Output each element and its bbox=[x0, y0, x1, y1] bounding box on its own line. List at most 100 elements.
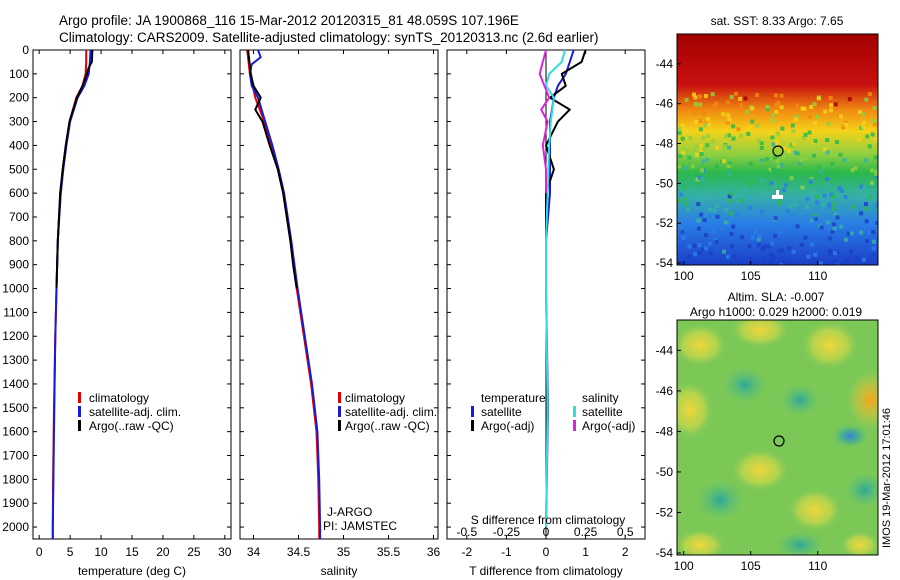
sst-pixel bbox=[857, 109, 862, 114]
legend-label-climatology: climatology bbox=[89, 391, 149, 405]
map-y-tick-label: -52 bbox=[656, 505, 674, 519]
sst-pixel bbox=[864, 202, 868, 207]
sst-pixel bbox=[688, 136, 693, 141]
sst-pixel bbox=[684, 202, 689, 207]
sst-pixel bbox=[781, 155, 786, 160]
sst-pixel bbox=[760, 217, 765, 222]
sst-pixel bbox=[817, 165, 821, 170]
sst-pixel bbox=[729, 231, 734, 236]
sst-pixel bbox=[695, 181, 700, 186]
map-x-tick-label: 105 bbox=[741, 269, 761, 283]
sst-pixel bbox=[731, 224, 736, 229]
legend-swatch-sal-satellite bbox=[573, 406, 576, 417]
legend-swatch-argo bbox=[338, 420, 341, 431]
sst-pixel bbox=[865, 134, 870, 139]
sst-pixel bbox=[694, 120, 699, 124]
sst-pixel bbox=[771, 168, 776, 173]
sst-pixel bbox=[791, 142, 796, 147]
sst-pixel bbox=[773, 216, 778, 221]
sst-pixel bbox=[769, 181, 774, 186]
sst-pixel bbox=[728, 199, 733, 204]
sst-pixel bbox=[823, 109, 828, 114]
sst-pixel bbox=[832, 226, 837, 231]
sst-pixel bbox=[762, 244, 767, 249]
depth-tick-label: 800 bbox=[9, 234, 29, 248]
sst-pixel bbox=[861, 125, 866, 130]
annotation-pi: PI: JAMSTEC bbox=[323, 519, 397, 533]
sst-pixel bbox=[795, 103, 800, 108]
sst-pixel bbox=[707, 122, 711, 127]
sst-pixel bbox=[872, 106, 877, 111]
sst-pixel bbox=[693, 252, 697, 257]
sst-pixel bbox=[698, 127, 703, 132]
sst-pixel bbox=[871, 246, 876, 251]
legend-swatch-satellite bbox=[78, 406, 81, 417]
depth-tick-label: 1900 bbox=[2, 496, 29, 510]
depth-tick-label: 200 bbox=[9, 91, 29, 105]
sst-pixel bbox=[771, 256, 776, 261]
sst-pixel bbox=[759, 141, 764, 145]
sst-pixel bbox=[869, 180, 874, 185]
sst-pixel bbox=[721, 249, 726, 254]
sst-pixel bbox=[875, 174, 878, 179]
sst-pixel bbox=[729, 191, 734, 196]
sst-pixel bbox=[693, 95, 698, 100]
sst-pixel bbox=[807, 130, 812, 135]
sst-pixel bbox=[750, 106, 755, 111]
legend-swatch-temp-satellite bbox=[471, 406, 474, 417]
sst-pixel bbox=[747, 182, 752, 187]
sst-pixel bbox=[808, 115, 813, 120]
x2-tick-label: -0.25 bbox=[493, 525, 521, 539]
sst-pixel bbox=[705, 133, 710, 138]
sst-pixel bbox=[700, 135, 705, 140]
sst-pixel bbox=[682, 184, 687, 189]
sst-pixel bbox=[699, 212, 704, 217]
sst-pixel bbox=[760, 246, 765, 251]
sst-pixel bbox=[775, 159, 780, 163]
difference-depth-ticks bbox=[447, 49, 645, 528]
sst-pixel bbox=[709, 251, 713, 256]
sst-pixel bbox=[694, 128, 699, 133]
sst-pixel bbox=[706, 154, 711, 159]
x-tick-label: 0 bbox=[36, 545, 43, 559]
temperature-x-axis: 0 5 10 15 20 25 30 bbox=[36, 50, 232, 559]
sst-pixel bbox=[837, 186, 842, 191]
sst-pixel bbox=[855, 256, 860, 260]
float-marker-base bbox=[772, 195, 783, 199]
sst-pixel bbox=[873, 155, 878, 160]
sst-pixel bbox=[725, 216, 730, 221]
sst-pixel bbox=[872, 122, 877, 127]
x-tick-label: 25 bbox=[187, 545, 201, 559]
sst-pixel bbox=[808, 179, 813, 184]
sst-pixel bbox=[806, 254, 811, 259]
sst-pixel bbox=[864, 97, 869, 102]
difference-legend: temperature salinity satellite Argo(-adj… bbox=[471, 391, 635, 433]
sst-pixel bbox=[815, 194, 819, 199]
sst-pixel bbox=[734, 91, 738, 96]
sst-pixel bbox=[858, 187, 863, 192]
map-y-tick-label: -52 bbox=[656, 216, 674, 230]
sst-pixel bbox=[816, 96, 821, 101]
sst-pixel bbox=[803, 156, 808, 160]
depth-tick-label: 1200 bbox=[2, 329, 29, 343]
sst-pixel bbox=[790, 123, 795, 128]
sst-pixel bbox=[809, 242, 814, 247]
sst-pixel bbox=[853, 166, 858, 171]
sst-pixel bbox=[779, 105, 784, 110]
depth-tick-label: 1800 bbox=[2, 472, 29, 486]
sst-pixel bbox=[760, 158, 765, 163]
sst-pixel bbox=[703, 94, 708, 98]
sst-pixel bbox=[692, 92, 696, 97]
sla-map-subtitle: Argo h1000: 0.029 h2000: 0.019 bbox=[690, 305, 862, 319]
sst-pixel bbox=[863, 158, 868, 163]
sst-pixel bbox=[690, 164, 695, 169]
temperature-plot-frame bbox=[32, 49, 232, 540]
sst-pixel bbox=[870, 132, 875, 137]
sst-pixel bbox=[812, 102, 817, 107]
sst-pixel bbox=[871, 252, 876, 257]
sst-pixel bbox=[727, 161, 732, 166]
sst-pixel bbox=[799, 158, 804, 163]
sst-pixel bbox=[707, 241, 712, 246]
legend-label-satellite: satellite-adj. clim. bbox=[345, 405, 437, 419]
sst-pixel bbox=[798, 161, 803, 166]
